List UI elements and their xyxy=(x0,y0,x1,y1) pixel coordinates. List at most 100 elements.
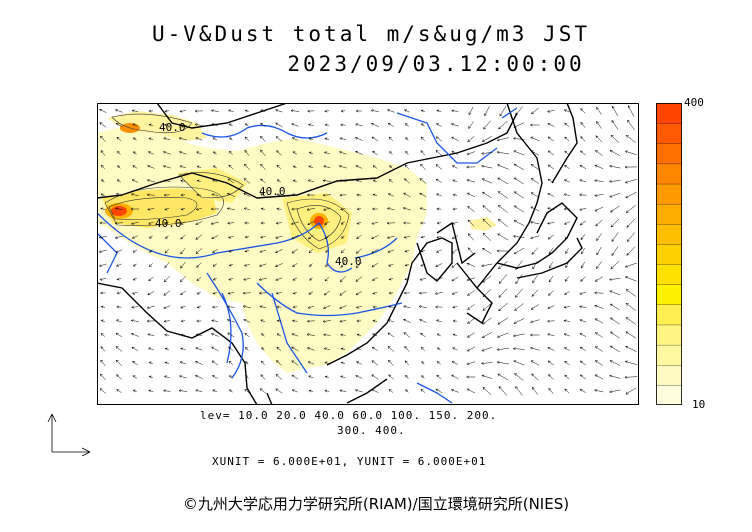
wind-arrow xyxy=(595,360,603,366)
wind-arrow xyxy=(116,319,122,323)
wind-arrow xyxy=(212,263,218,267)
wind-arrow xyxy=(116,277,122,281)
wind-arrow xyxy=(436,109,442,113)
wind-arrow xyxy=(148,389,154,393)
wind-arrow xyxy=(324,375,329,379)
wind-arrow xyxy=(387,122,394,128)
wind-arrow xyxy=(244,150,250,156)
wind-arrow xyxy=(115,207,123,211)
wind-arrow xyxy=(451,262,459,268)
wind-arrow xyxy=(322,319,331,323)
wind-arrow xyxy=(403,332,411,338)
wind-arrow xyxy=(116,193,122,197)
wind-arrow xyxy=(515,106,523,116)
wind-arrow xyxy=(371,389,379,393)
wind-arrow xyxy=(308,123,314,127)
wind-arrow xyxy=(547,164,555,170)
wind-arrow xyxy=(307,193,315,197)
wind-arrow xyxy=(244,332,250,337)
wind-arrow xyxy=(388,359,394,366)
wind-arrow xyxy=(260,319,266,323)
wind-arrow xyxy=(194,123,203,126)
wind-arrow xyxy=(324,389,330,393)
wind-arrow xyxy=(148,347,154,351)
wind-arrow xyxy=(292,389,298,393)
wind-arrow xyxy=(242,305,251,309)
wind-arrow xyxy=(99,277,107,281)
wind-arrow xyxy=(308,291,314,295)
wind-arrow xyxy=(514,191,524,199)
colorbar-cell xyxy=(656,103,682,124)
wind-arrow xyxy=(420,136,425,141)
vector-units: XUNIT = 6.000E+01, YUNIT = 6.000E+01 xyxy=(212,455,487,468)
wind-arrow xyxy=(515,260,523,270)
wind-arrow xyxy=(339,137,347,141)
wind-arrow xyxy=(435,388,443,394)
wind-arrow xyxy=(99,263,107,267)
wind-arrow xyxy=(116,291,122,295)
wind-arrow xyxy=(179,123,187,127)
wind-arrow xyxy=(339,319,347,323)
wind-arrow xyxy=(227,192,235,197)
wind-arrow xyxy=(498,386,508,396)
wind-arrow xyxy=(627,105,635,117)
wind-arrow xyxy=(387,319,394,323)
wind-arrow xyxy=(451,388,459,393)
wind-arrow xyxy=(132,291,138,295)
wind-arrow xyxy=(340,276,346,282)
wind-arrow xyxy=(548,388,554,394)
wind-arrow xyxy=(356,305,362,309)
wind-arrow xyxy=(308,234,314,240)
wind-arrow xyxy=(100,207,106,211)
wind-arrow xyxy=(547,150,554,156)
wind-arrow xyxy=(228,123,233,127)
wind-arrow xyxy=(436,333,442,337)
wind-arrow xyxy=(133,263,137,267)
wind-arrow xyxy=(212,291,218,295)
wind-arrow xyxy=(580,234,586,240)
wind-arrow xyxy=(452,347,458,351)
colorbar-cell xyxy=(656,324,682,346)
wind-arrow xyxy=(610,303,620,311)
wind-arrow xyxy=(324,109,330,113)
wind-arrow xyxy=(451,276,459,282)
colorbar-min-label: 10 xyxy=(692,398,706,411)
wind-arrow xyxy=(564,234,570,240)
wind-arrow xyxy=(419,192,427,198)
wind-arrow xyxy=(307,319,315,323)
wind-arrow xyxy=(356,221,362,225)
wind-arrow xyxy=(229,389,233,393)
wind-arrow xyxy=(99,388,107,394)
wind-arrow xyxy=(372,305,378,309)
wind-arrow xyxy=(165,235,169,239)
wind-arrow xyxy=(132,123,138,127)
wind-arrow xyxy=(419,178,427,184)
wind-arrow xyxy=(466,165,476,169)
contour-label: 40.0 xyxy=(335,255,362,268)
wind-arrow xyxy=(164,123,170,127)
wind-arrow xyxy=(212,277,217,281)
wind-arrow xyxy=(324,361,330,365)
wind-arrow xyxy=(404,235,410,239)
wind-arrow xyxy=(420,150,426,156)
contour-label: 40.0 xyxy=(159,121,186,134)
wind-arrow xyxy=(341,235,345,239)
wind-arrow xyxy=(195,234,203,240)
wind-arrow xyxy=(451,361,459,365)
wind-arrow xyxy=(482,205,492,213)
wind-arrow xyxy=(339,151,347,155)
wind-arrow xyxy=(212,165,217,169)
wind-arrow xyxy=(564,333,570,337)
wind-arrow xyxy=(467,247,474,255)
wind-arrow xyxy=(497,317,509,325)
wind-arrow xyxy=(340,123,346,127)
wind-arrow xyxy=(323,165,331,169)
wind-arrow xyxy=(339,290,347,296)
wind-arrow xyxy=(100,333,106,337)
wind-arrow xyxy=(594,304,604,309)
wind-arrow xyxy=(580,276,586,282)
wind-arrow xyxy=(496,249,510,253)
wind-arrow xyxy=(131,221,139,225)
colorbar-cell xyxy=(656,183,682,205)
wind-arrow xyxy=(466,388,475,394)
